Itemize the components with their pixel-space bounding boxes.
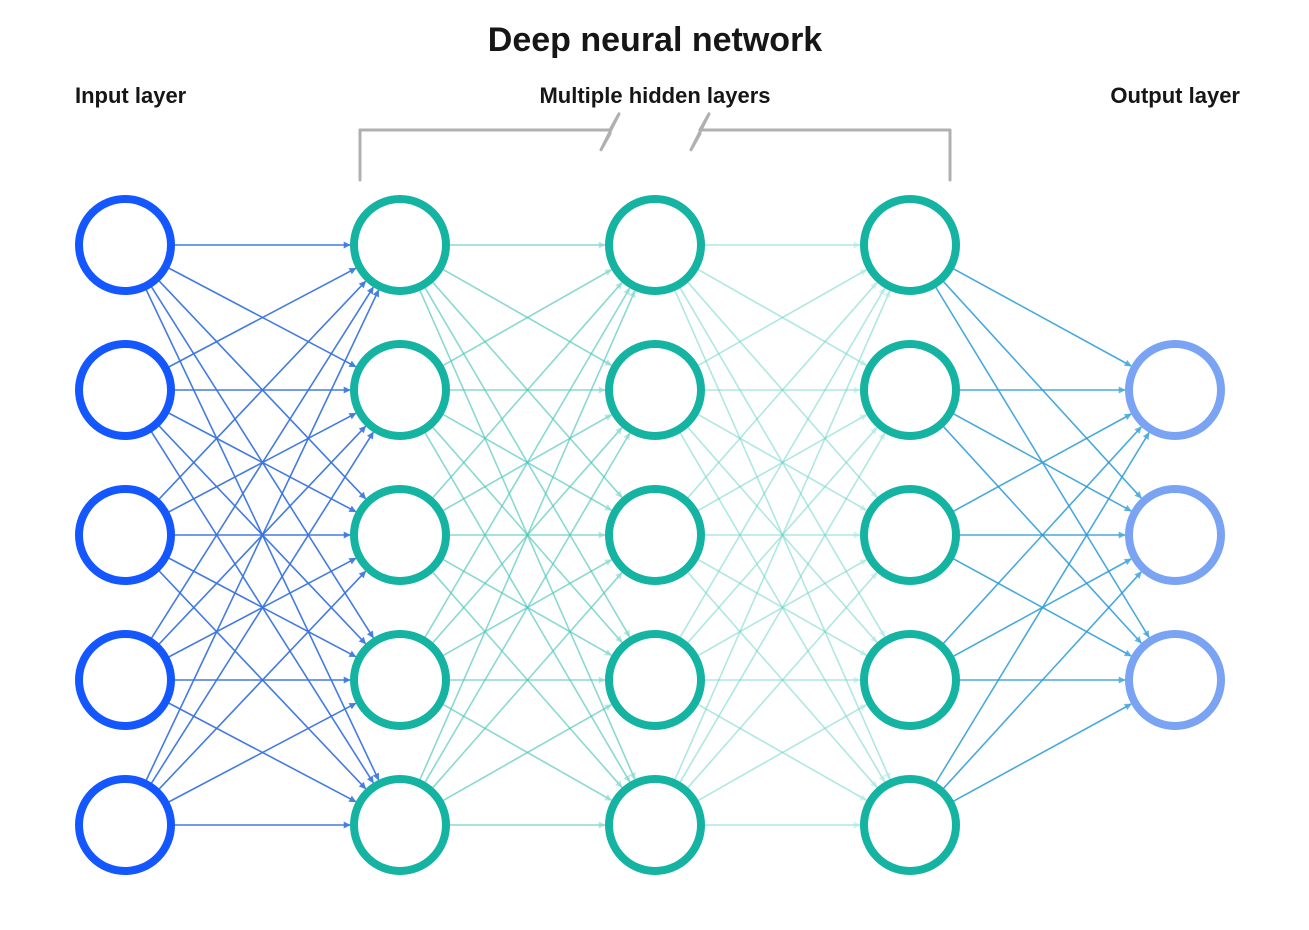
node-hidden3-3	[864, 634, 956, 726]
node-hidden2-3	[609, 634, 701, 726]
node-hidden2-0	[609, 199, 701, 291]
node-hidden1-2	[354, 489, 446, 581]
diagram-stage: Deep neural network Input layer Multiple…	[0, 0, 1309, 930]
network-svg	[0, 0, 1309, 930]
node-output-1	[1129, 489, 1221, 581]
node-hidden3-2	[864, 489, 956, 581]
node-hidden2-4	[609, 779, 701, 871]
node-input-0	[79, 199, 171, 291]
node-output-0	[1129, 344, 1221, 436]
label-input-layer: Input layer	[75, 83, 186, 109]
node-input-4	[79, 779, 171, 871]
node-hidden1-1	[354, 344, 446, 436]
node-hidden2-2	[609, 489, 701, 581]
node-hidden3-4	[864, 779, 956, 871]
node-hidden1-0	[354, 199, 446, 291]
label-output-layer: Output layer	[1110, 83, 1240, 109]
node-input-3	[79, 634, 171, 726]
node-hidden3-1	[864, 344, 956, 436]
node-hidden1-4	[354, 779, 446, 871]
node-input-1	[79, 344, 171, 436]
node-output-2	[1129, 634, 1221, 726]
node-hidden3-0	[864, 199, 956, 291]
diagram-title: Deep neural network	[488, 21, 822, 60]
node-hidden1-3	[354, 634, 446, 726]
node-input-2	[79, 489, 171, 581]
node-hidden2-1	[609, 344, 701, 436]
label-hidden-layers: Multiple hidden layers	[539, 83, 770, 109]
hidden-layers-bracket	[360, 114, 950, 180]
